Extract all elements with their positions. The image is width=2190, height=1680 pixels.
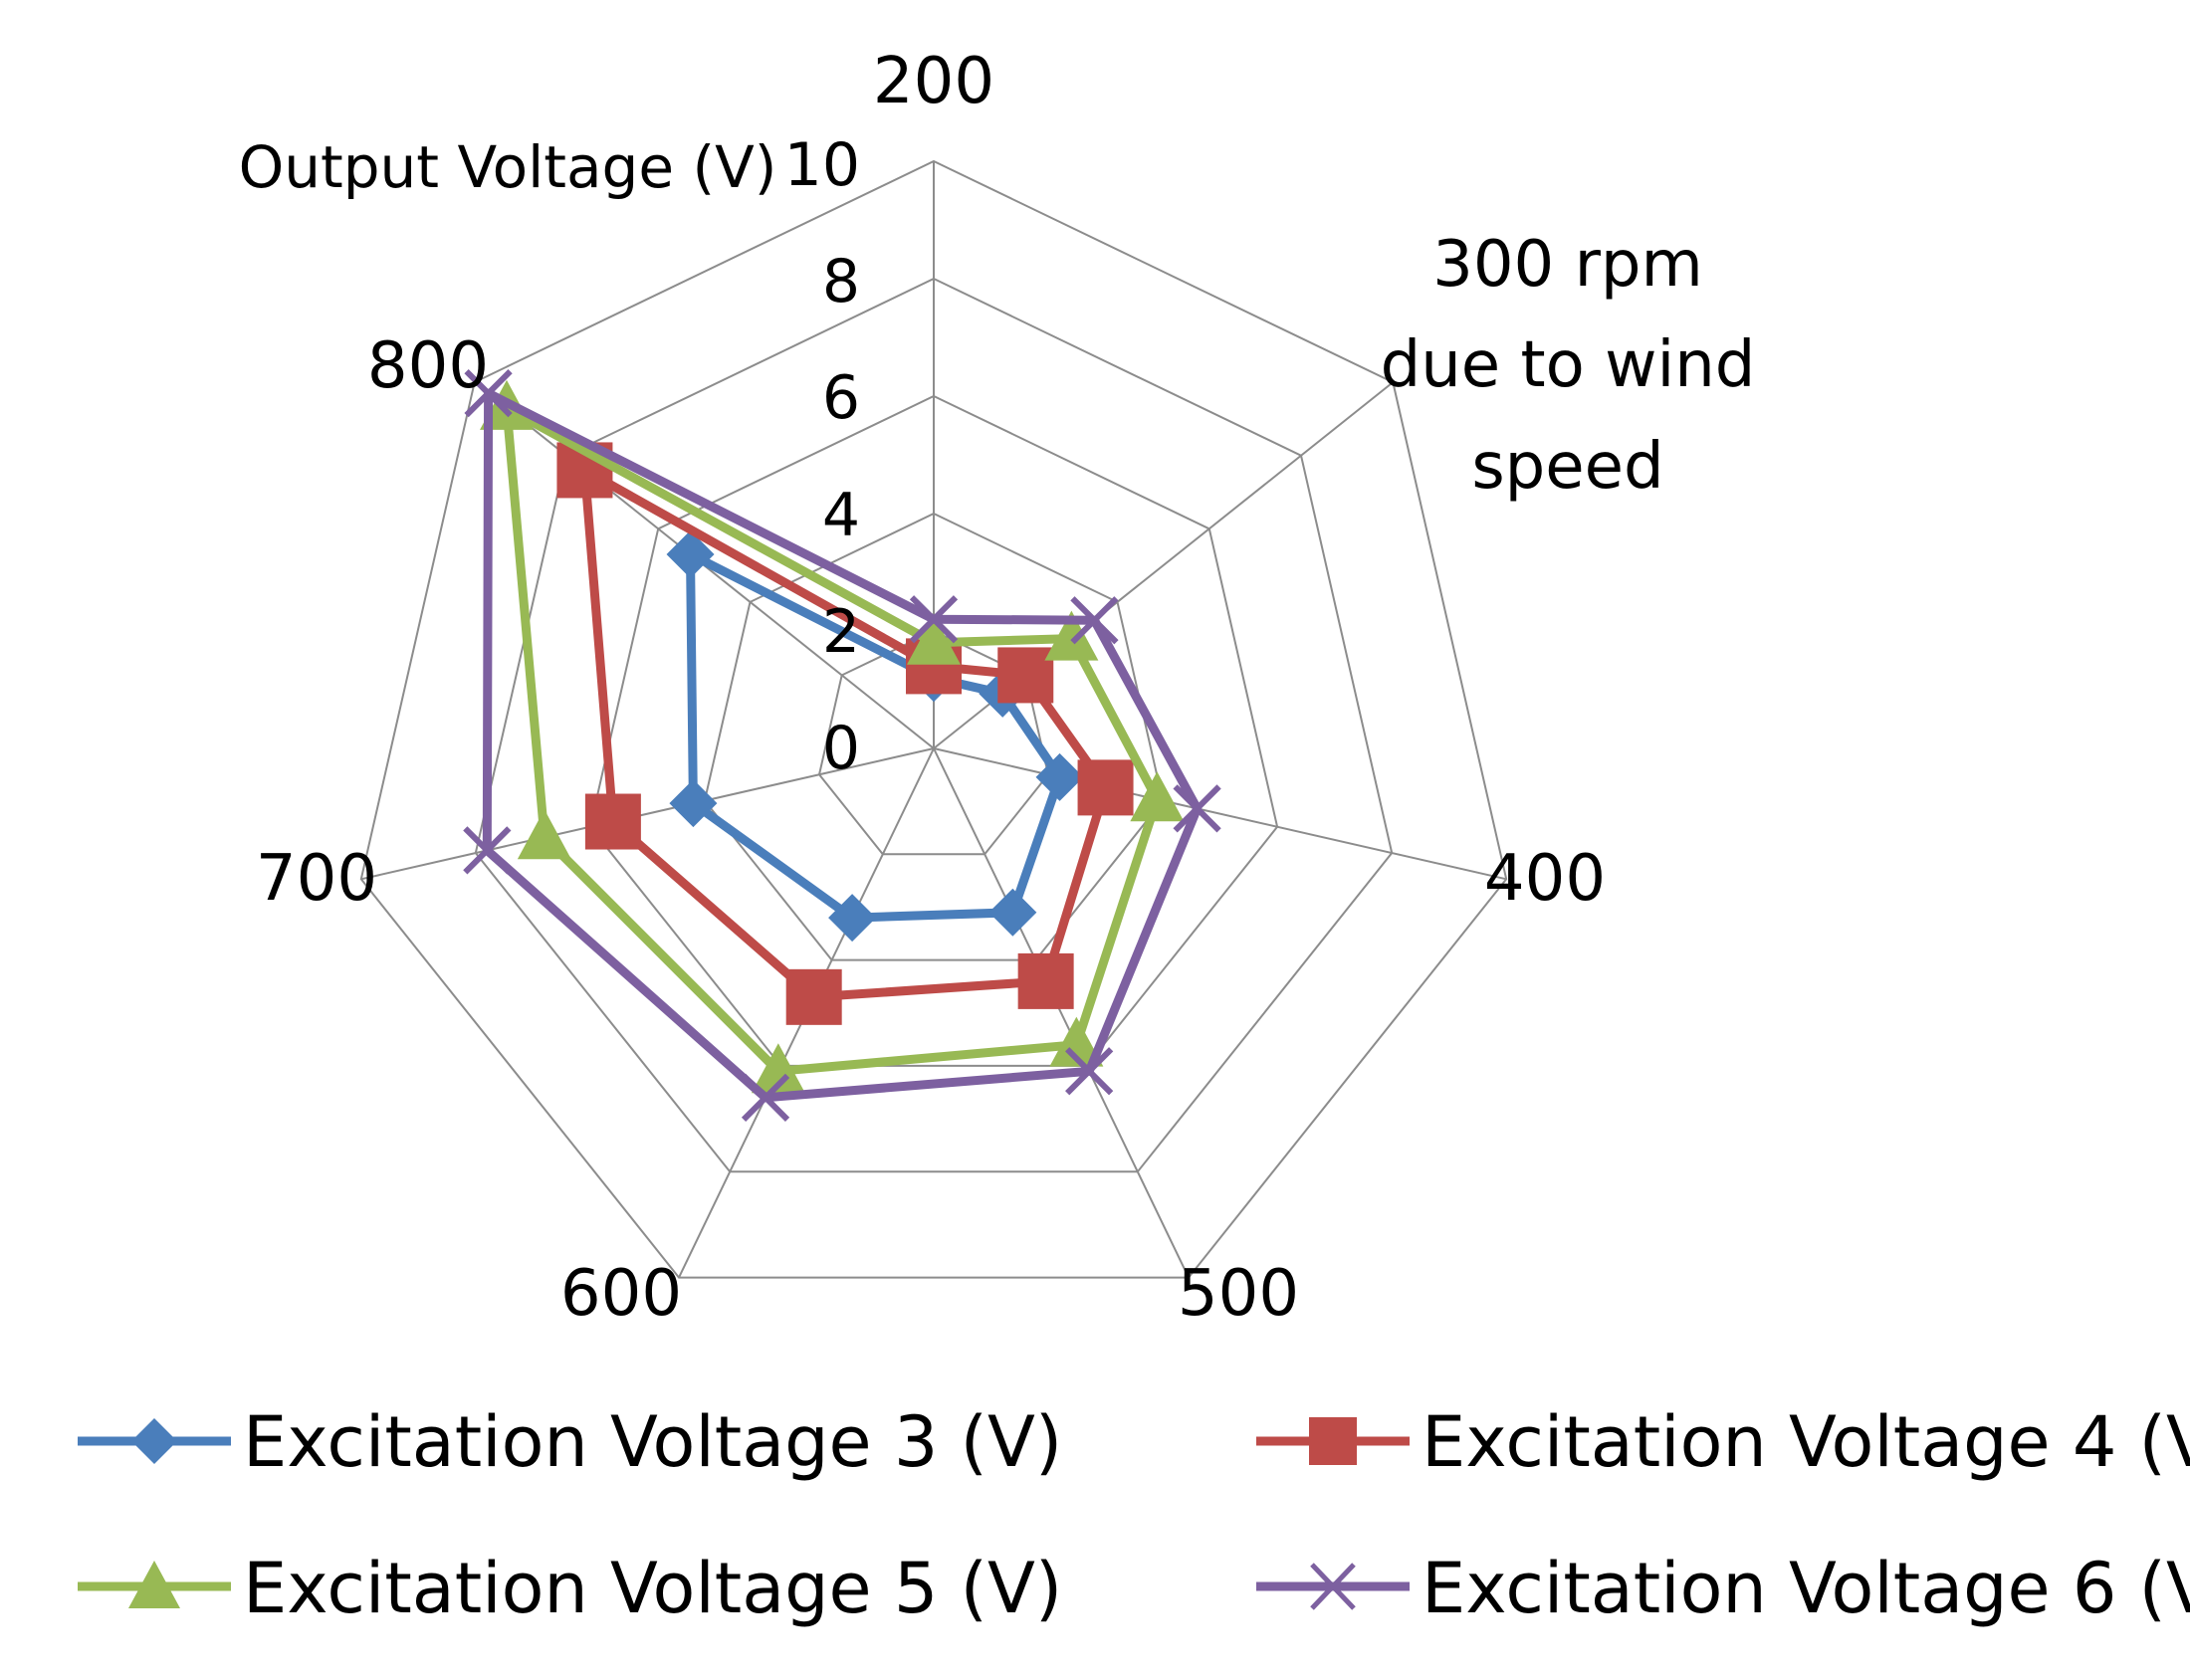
axis-note-line-3: speed [1471, 430, 1663, 504]
category-label-600: 600 [560, 1257, 682, 1331]
grid-spoke [933, 747, 1190, 1279]
legend-label-ev4: Excitation Voltage 4 (V) [1422, 1401, 2190, 1483]
tick-label-10: 10 [784, 130, 860, 200]
data-point [907, 614, 961, 665]
axis-note-line-2: due to wind [1381, 328, 1756, 402]
legend-label-ev6: Excitation Voltage 6 (V) [1422, 1548, 2190, 1629]
category-label-700: 700 [256, 842, 377, 916]
axis-note: 300 rpm due to wind speed [1381, 228, 1756, 504]
data-point [997, 647, 1054, 704]
data-point [666, 530, 715, 579]
series-line [482, 388, 1203, 1103]
tick-label-6: 6 [822, 363, 860, 433]
category-label-800: 800 [367, 329, 489, 403]
data-point [1044, 610, 1099, 661]
data-point [1173, 784, 1221, 833]
data-point [751, 1043, 805, 1094]
data-point [988, 888, 1037, 937]
category-labels: 200 300 400 500 600 700 800 [256, 45, 1606, 1331]
data-point [1017, 952, 1074, 1009]
legend-item-ev3: Excitation Voltage 3 (V) [78, 1401, 1062, 1483]
data-point [464, 369, 513, 418]
data-point [584, 793, 641, 850]
series-2 [556, 442, 1134, 1025]
data-point [517, 809, 571, 860]
data-point [1065, 1047, 1114, 1096]
series-line [502, 403, 1162, 1076]
tick-label-4: 4 [822, 481, 860, 550]
data-point [785, 968, 842, 1025]
data-point [1035, 752, 1084, 801]
series-layer [463, 369, 1221, 1122]
legend-marker-square [1309, 1417, 1357, 1465]
data-point [909, 595, 959, 644]
tick-label-2: 2 [822, 597, 860, 667]
data-point [828, 894, 877, 943]
data-point [669, 779, 718, 828]
grid-ring [359, 159, 1508, 1279]
grid-ring [474, 277, 1394, 1173]
data-point [1077, 759, 1134, 816]
grid-ring [588, 394, 1279, 1067]
legend-marker-x [1310, 1563, 1356, 1610]
grid-spoke [933, 747, 1507, 881]
legend-marker-diamond [131, 1418, 177, 1464]
legend-item-ev4: Excitation Voltage 4 (V) [1256, 1401, 2190, 1483]
data-point [1070, 596, 1119, 645]
tick-label-0: 0 [822, 714, 860, 783]
legend-marker-triangle [128, 1561, 180, 1608]
radial-tick-labels: 0 2 4 6 8 10 [784, 130, 860, 783]
grid-ring [703, 512, 1165, 961]
legend-label-ev3: Excitation Voltage 3 (V) [243, 1401, 1062, 1483]
grid-spoke [360, 747, 935, 881]
legend-item-ev6: Excitation Voltage 6 (V) [1256, 1548, 2190, 1629]
category-label-400: 400 [1484, 842, 1606, 916]
legend: Excitation Voltage 3 (V) Excitation Volt… [78, 1401, 2190, 1629]
series-3 [480, 379, 1185, 1094]
tick-label-8: 8 [822, 247, 860, 316]
legend-label-ev5: Excitation Voltage 5 (V) [243, 1548, 1062, 1629]
legend-item-ev5: Excitation Voltage 5 (V) [78, 1548, 1062, 1629]
category-label-200: 200 [873, 45, 994, 118]
data-point [463, 826, 512, 875]
data-point [741, 1073, 790, 1122]
category-label-500: 500 [1178, 1257, 1299, 1331]
series-4 [463, 369, 1221, 1122]
axis-note-line-1: 300 rpm [1432, 228, 1703, 302]
chart-title: Output Voltage (V) [239, 133, 777, 201]
data-point [1130, 771, 1185, 822]
data-point [1049, 1016, 1104, 1067]
